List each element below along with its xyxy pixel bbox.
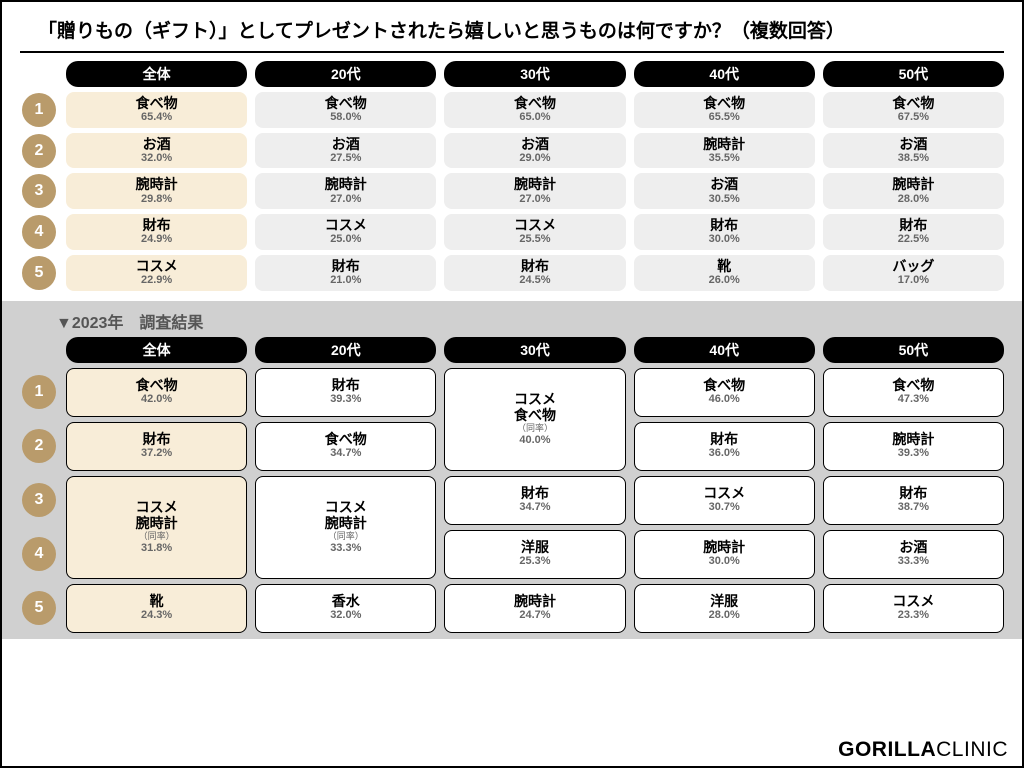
data-cell: 財布38.7% — [823, 476, 1004, 525]
survey-2023-label: ▼2023年 調査結果 — [20, 307, 1004, 337]
data-cell: 腕時計28.0% — [823, 173, 1004, 209]
table-2023: ▼2023年 調査結果 全体20代30代40代50代12345食べ物42.0%財… — [2, 301, 1022, 639]
brand-logo: GORILLACLINIC — [838, 738, 1008, 762]
data-cell: お酒38.5% — [823, 133, 1004, 169]
data-cell: 食べ物67.5% — [823, 92, 1004, 128]
data-cell: 靴24.3% — [66, 584, 247, 633]
data-cell: 香水32.0% — [255, 584, 436, 633]
column-header: 40代 — [634, 61, 815, 87]
data-cell: 財布36.0% — [634, 422, 815, 471]
data-cell: 腕時計27.0% — [255, 173, 436, 209]
data-cell: コスメ腕時計（同率）31.8% — [66, 476, 247, 579]
data-cell: お酒32.0% — [66, 133, 247, 169]
rank-badge: 3 — [22, 174, 56, 208]
rank-badge: 2 — [22, 429, 56, 463]
data-cell: 財布34.7% — [444, 476, 625, 525]
rank-badge: 4 — [22, 215, 56, 249]
data-cell: お酒30.5% — [634, 173, 815, 209]
data-cell: コスメ30.7% — [634, 476, 815, 525]
data-cell: 食べ物58.0% — [255, 92, 436, 128]
column-header: 30代 — [444, 61, 625, 87]
data-cell: 食べ物47.3% — [823, 368, 1004, 417]
data-cell: コスメ腕時計（同率）33.3% — [255, 476, 436, 579]
data-cell: 財布39.3% — [255, 368, 436, 417]
data-cell: 腕時計27.0% — [444, 173, 625, 209]
data-cell: 腕時計24.7% — [444, 584, 625, 633]
data-cell: 食べ物34.7% — [255, 422, 436, 471]
data-cell: 財布21.0% — [255, 255, 436, 291]
column-header: 全体 — [66, 337, 247, 363]
table-current: 全体20代30代40代50代1食べ物65.4%食べ物58.0%食べ物65.0%食… — [2, 53, 1022, 301]
column-header: 50代 — [823, 337, 1004, 363]
data-cell: 食べ物46.0% — [634, 368, 815, 417]
data-cell: 財布30.0% — [634, 214, 815, 250]
column-header: 20代 — [255, 337, 436, 363]
column-header: 40代 — [634, 337, 815, 363]
data-cell: 腕時計30.0% — [634, 530, 815, 579]
rank-badge: 1 — [22, 375, 56, 409]
data-cell: コスメ25.0% — [255, 214, 436, 250]
data-cell: お酒33.3% — [823, 530, 1004, 579]
data-cell: 腕時計29.8% — [66, 173, 247, 209]
data-cell: 靴26.0% — [634, 255, 815, 291]
rank-badge: 4 — [22, 537, 56, 571]
data-cell: 食べ物65.4% — [66, 92, 247, 128]
data-cell: 洋服25.3% — [444, 530, 625, 579]
data-cell: コスメ食べ物（同率）40.0% — [444, 368, 625, 471]
rank-badge: 3 — [22, 483, 56, 517]
data-cell: 財布24.5% — [444, 255, 625, 291]
data-cell: 食べ物65.0% — [444, 92, 625, 128]
column-header: 50代 — [823, 61, 1004, 87]
data-cell: コスメ22.9% — [66, 255, 247, 291]
rank-badge: 5 — [22, 256, 56, 290]
data-cell: コスメ25.5% — [444, 214, 625, 250]
data-cell: バッグ17.0% — [823, 255, 1004, 291]
rank-badge: 1 — [22, 93, 56, 127]
data-cell: お酒27.5% — [255, 133, 436, 169]
data-cell: 財布24.9% — [66, 214, 247, 250]
column-header: 30代 — [444, 337, 625, 363]
data-cell: 腕時計39.3% — [823, 422, 1004, 471]
data-cell: 食べ物65.5% — [634, 92, 815, 128]
page-title: 「贈りもの（ギフト）」としてプレゼントされたら嬉しいと思うものは何ですか？（複数… — [20, 2, 1004, 53]
data-cell: 財布22.5% — [823, 214, 1004, 250]
data-cell: 食べ物42.0% — [66, 368, 247, 417]
data-cell: コスメ23.3% — [823, 584, 1004, 633]
rank-badge: 2 — [22, 134, 56, 168]
data-cell: 財布37.2% — [66, 422, 247, 471]
data-cell: 腕時計35.5% — [634, 133, 815, 169]
data-cell: お酒29.0% — [444, 133, 625, 169]
rank-badge: 5 — [22, 591, 56, 625]
column-header: 全体 — [66, 61, 247, 87]
column-header: 20代 — [255, 61, 436, 87]
data-cell: 洋服28.0% — [634, 584, 815, 633]
